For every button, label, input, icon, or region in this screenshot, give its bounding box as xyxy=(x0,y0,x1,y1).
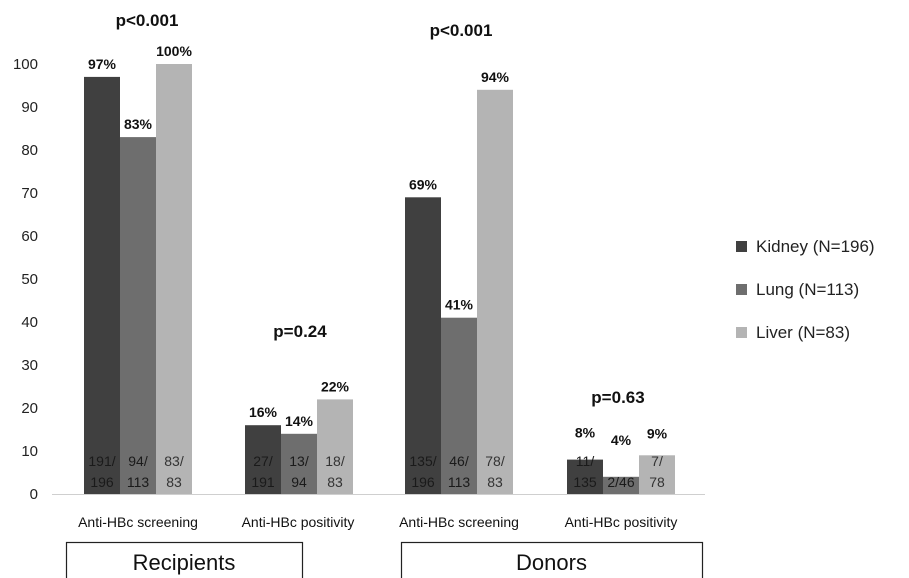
y-tick-label: 80 xyxy=(21,142,38,159)
fraction-label: 135/ xyxy=(409,453,436,469)
fraction-label: 113 xyxy=(448,474,471,490)
group-box xyxy=(400,541,704,578)
fraction-label: 135 xyxy=(573,474,597,490)
value-label: 97% xyxy=(88,56,117,72)
fraction-label: 27/ xyxy=(253,453,273,469)
bar xyxy=(639,455,675,494)
y-tick-label: 20 xyxy=(21,400,38,417)
value-label: 83% xyxy=(124,116,153,132)
fraction-label: 113 xyxy=(127,474,150,490)
y-tick-label: 0 xyxy=(30,486,38,503)
fraction-label: 78 xyxy=(649,474,665,490)
x-category-label: Anti-HBc screening xyxy=(78,514,198,530)
group-label: Donors xyxy=(516,550,587,575)
legend-label: Lung (N=113) xyxy=(756,280,859,299)
fraction-label: 191 xyxy=(251,474,275,490)
bar xyxy=(84,76,120,495)
bar xyxy=(477,89,513,495)
value-label: 16% xyxy=(249,404,278,420)
value-label: 69% xyxy=(409,176,438,192)
fraction-label: 11/ xyxy=(576,453,595,469)
legend-swatch xyxy=(736,327,747,338)
y-tick-label: 30 xyxy=(21,357,38,374)
y-tick-label: 10 xyxy=(21,443,38,460)
value-label: 94% xyxy=(481,69,510,85)
group-box xyxy=(65,541,304,578)
fraction-label: 94 xyxy=(291,474,307,490)
y-tick-label: 60 xyxy=(21,228,38,245)
p-value-label: p=0.63 xyxy=(591,388,644,407)
value-label: 22% xyxy=(321,378,350,394)
fraction-label: 83 xyxy=(166,474,182,490)
y-tick-label: 50 xyxy=(21,271,38,288)
bar xyxy=(405,197,441,495)
legend-swatch xyxy=(736,241,747,252)
bar xyxy=(603,476,639,494)
fraction-label: 83/ xyxy=(164,453,184,469)
x-category-label: Anti-HBc positivity xyxy=(242,514,355,530)
fraction-label: 83 xyxy=(327,474,343,490)
y-tick-label: 100 xyxy=(13,56,38,73)
y-tick-label: 70 xyxy=(21,185,38,202)
p-value-label: p<0.001 xyxy=(430,21,493,40)
fraction-label: 46/ xyxy=(449,453,469,469)
legend-label: Kidney (N=196) xyxy=(756,237,875,256)
fraction-label: 196 xyxy=(90,474,114,490)
bar xyxy=(317,399,353,494)
fraction-label: 13/ xyxy=(289,453,309,469)
value-label: 9% xyxy=(647,425,668,441)
value-label: 14% xyxy=(285,413,314,429)
y-tick-label: 40 xyxy=(21,314,38,331)
legend-label: Liver (N=83) xyxy=(756,323,850,342)
y-tick-label: 90 xyxy=(21,99,38,116)
fraction-label: 196 xyxy=(411,474,435,490)
value-label: 41% xyxy=(445,297,474,313)
bar xyxy=(120,137,156,494)
legend-swatch xyxy=(736,284,747,295)
value-label: 4% xyxy=(611,432,632,448)
fraction-label: 83 xyxy=(487,474,503,490)
fraction-label: 191/ xyxy=(88,453,115,469)
fraction-label: 78/ xyxy=(485,453,505,469)
x-category-label: Anti-HBc screening xyxy=(399,514,519,530)
fraction-label: 2/46 xyxy=(607,474,634,490)
value-label: 8% xyxy=(575,425,596,441)
fraction-label: 94/ xyxy=(128,453,148,469)
group-label: Recipients xyxy=(133,550,236,575)
p-value-label: p=0.24 xyxy=(273,322,327,341)
fraction-label: 18/ xyxy=(325,453,345,469)
value-label: 100% xyxy=(156,43,192,59)
p-value-label: p<0.001 xyxy=(116,11,179,30)
x-category-label: Anti-HBc positivity xyxy=(565,514,678,530)
bar xyxy=(156,64,192,494)
bar xyxy=(567,459,603,494)
bar xyxy=(441,317,477,494)
fraction-label: 7/ xyxy=(651,453,663,469)
bar xyxy=(281,433,317,494)
bar xyxy=(245,425,281,494)
